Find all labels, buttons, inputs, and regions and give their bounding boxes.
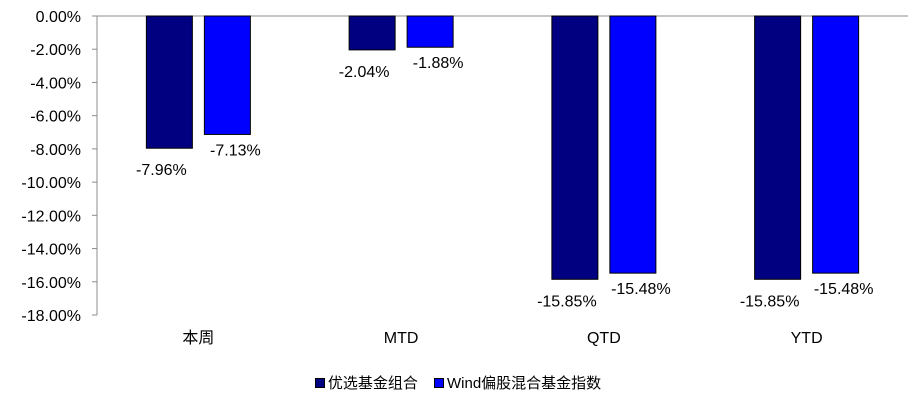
x-tick-label: QTD <box>587 330 621 347</box>
legend-swatch-series-2 <box>434 377 444 388</box>
bar <box>812 15 860 274</box>
data-label: -1.88% <box>413 55 464 72</box>
legend-label-series-1: 优选基金组合 <box>327 375 418 392</box>
bar <box>551 15 599 280</box>
y-tick-label: -12.00% <box>21 208 81 225</box>
data-label: -15.85% <box>537 293 597 310</box>
bar <box>754 15 802 280</box>
y-tick-label: -10.00% <box>21 175 81 192</box>
data-label: -15.85% <box>740 293 800 310</box>
bar <box>348 15 396 51</box>
y-tick-label: -18.00% <box>21 308 81 325</box>
legend-item-series-2: Wind偏股混合基金指数 <box>434 372 601 393</box>
legend-swatch-series-1 <box>314 377 325 388</box>
legend-item-series-1: 优选基金组合 <box>314 372 418 393</box>
x-tick-label: MTD <box>384 330 419 347</box>
legend-label-series-2: Wind偏股混合基金指数 <box>447 375 602 392</box>
y-tick-label: -14.00% <box>21 242 81 259</box>
data-label: -7.13% <box>210 142 261 159</box>
y-tick-label: -2.00% <box>30 42 81 59</box>
y-tick-label: -8.00% <box>30 142 81 159</box>
bar <box>609 15 657 274</box>
data-label: -7.96% <box>136 162 187 179</box>
x-tick-label: 本周 <box>182 329 214 347</box>
data-label: -2.04% <box>339 64 390 81</box>
bar <box>406 15 454 48</box>
bar <box>203 15 251 135</box>
y-tick-label: 0.00% <box>36 9 81 26</box>
data-label: -15.48% <box>611 281 671 298</box>
data-label: -15.48% <box>814 281 874 298</box>
x-tick-label: YTD <box>791 330 823 347</box>
y-tick-label: -4.00% <box>30 75 81 92</box>
y-tick-label: -6.00% <box>30 109 81 126</box>
legend: 优选基金组合 Wind偏股混合基金指数 <box>0 372 916 393</box>
bar <box>145 15 193 149</box>
y-tick-label: -16.00% <box>21 275 81 292</box>
